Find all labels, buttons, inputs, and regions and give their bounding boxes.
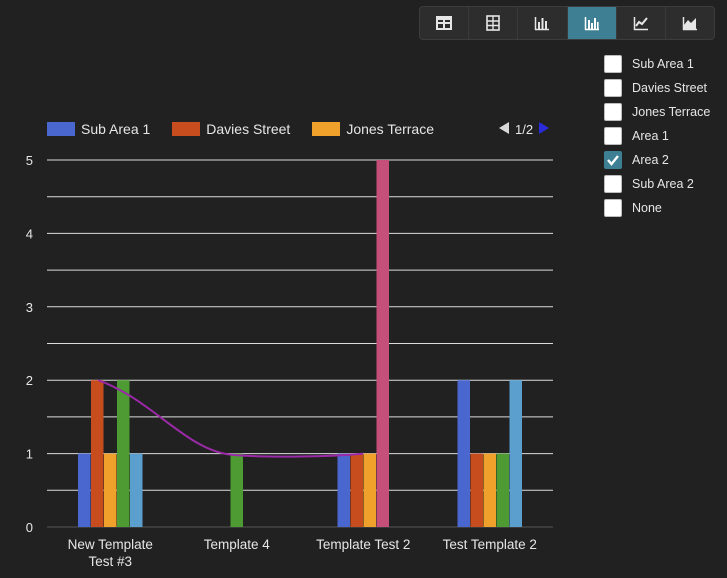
filter-label: Sub Area 1 — [632, 57, 694, 71]
line-chart-view-button[interactable] — [617, 7, 666, 39]
grouped-bar-chart-view-button[interactable] — [567, 7, 617, 39]
y-tick-label: 0 — [26, 520, 33, 535]
filter-label: Area 1 — [632, 129, 669, 143]
filter-item[interactable]: Sub Area 1 — [604, 52, 710, 76]
legend-next-icon[interactable] — [537, 121, 551, 138]
legend-prev-icon[interactable] — [497, 121, 511, 138]
bar — [337, 453, 350, 527]
filter-item[interactable]: Davies Street — [604, 76, 710, 100]
legend-item[interactable]: Sub Area 1 — [47, 121, 150, 137]
bar — [376, 160, 389, 527]
legend-page-number: 1/2 — [515, 122, 534, 137]
y-tick-label: 4 — [26, 226, 33, 241]
view-toolbar — [419, 6, 715, 40]
filter-label: Area 2 — [632, 153, 669, 167]
legend-label: Sub Area 1 — [81, 121, 151, 137]
filter-checkbox[interactable] — [604, 199, 622, 217]
pivot-table-view-button[interactable] — [469, 7, 519, 39]
trend-line — [97, 379, 364, 458]
x-tick-label: Test #3 — [88, 554, 132, 569]
legend-label: Jones Terrace — [346, 121, 435, 137]
filter-list: Sub Area 1 Davies Street Jones Terrace Area… — [604, 52, 710, 220]
bar — [104, 453, 117, 527]
y-tick-label: 5 — [26, 153, 33, 168]
filter-checkbox[interactable] — [604, 79, 622, 97]
checkmark-icon — [607, 155, 619, 166]
bar — [363, 453, 376, 527]
legend-swatch — [47, 122, 75, 136]
filter-checkbox[interactable] — [604, 55, 622, 73]
y-tick-label: 3 — [26, 300, 33, 315]
table-icon — [436, 16, 453, 30]
bar — [496, 453, 509, 527]
bar — [509, 380, 522, 527]
legend-swatch — [312, 122, 341, 136]
legend-item[interactable]: Jones Terrace — [312, 121, 434, 137]
legend-label: Davies Street — [206, 121, 291, 137]
area-chart-view-button[interactable] — [666, 7, 714, 39]
filter-checkbox[interactable] — [604, 175, 622, 193]
line-chart-icon — [633, 17, 648, 31]
x-tick-label: Template Test 2 — [316, 537, 410, 552]
filter-item[interactable]: Area 2 — [604, 148, 710, 172]
bar — [130, 453, 143, 527]
bar — [457, 380, 470, 527]
bar-chart-view-button[interactable] — [518, 7, 568, 39]
grouped-bar-chart-icon — [584, 17, 599, 31]
filter-checkbox[interactable] — [604, 151, 622, 169]
filter-label: Jones Terrace — [632, 105, 711, 119]
pivot-table-icon — [486, 15, 501, 31]
filter-item[interactable]: Area 1 — [604, 124, 710, 148]
legend-swatch — [172, 122, 201, 136]
bar — [483, 453, 496, 527]
area-chart-icon — [682, 17, 697, 31]
bar — [350, 453, 363, 527]
bar — [78, 453, 91, 527]
filter-item[interactable]: None — [604, 196, 710, 220]
bar — [470, 453, 483, 527]
filter-item[interactable]: Jones Terrace — [604, 100, 710, 124]
table-view-button[interactable] — [420, 7, 470, 39]
filter-label: None — [632, 201, 662, 215]
legend-item[interactable]: Davies Street — [172, 121, 290, 137]
x-tick-label: Test Template 2 — [443, 537, 537, 552]
x-tick-label: New Template — [68, 537, 153, 552]
chart-legend: Sub Area 1 Davies Street Jones Terrace — [47, 121, 456, 137]
x-tick-label: Template 4 — [204, 537, 271, 552]
y-tick-label: 1 — [26, 447, 33, 462]
bar — [230, 453, 243, 527]
bar-chart-icon — [535, 17, 550, 31]
filter-checkbox[interactable] — [604, 103, 622, 121]
legend-pager: 1/2 — [497, 121, 551, 138]
filter-item[interactable]: Sub Area 2 — [604, 172, 710, 196]
filter-label: Davies Street — [632, 81, 708, 95]
bar — [117, 380, 130, 527]
filter-label: Sub Area 2 — [632, 177, 694, 191]
bar — [91, 380, 104, 527]
filter-checkbox[interactable] — [604, 127, 622, 145]
y-tick-label: 2 — [26, 373, 33, 388]
